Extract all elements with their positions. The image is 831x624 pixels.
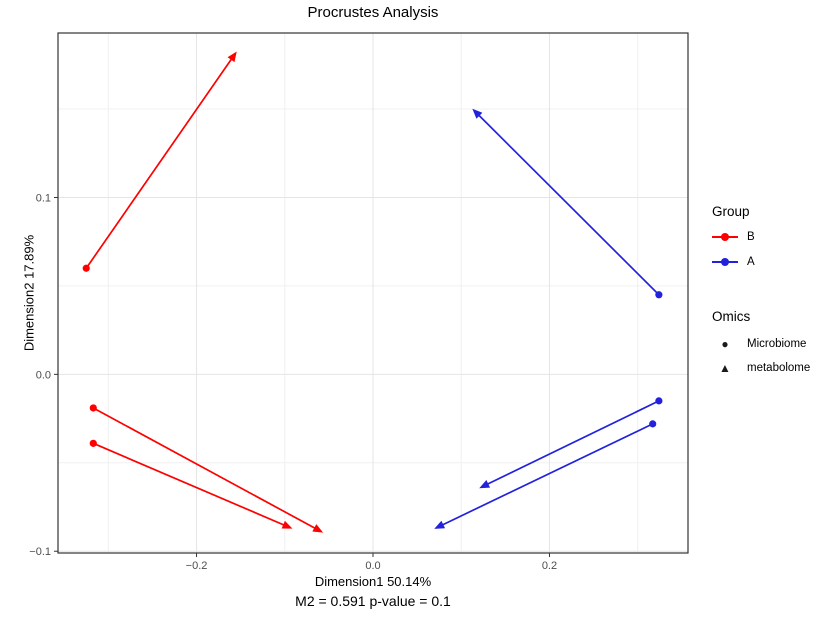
procrustes-segment — [483, 400, 660, 487]
metabolome-triangle-icon: ▲ — [712, 361, 738, 375]
metabolome-arrowhead — [472, 108, 483, 119]
legend-item-group-b: B — [712, 229, 755, 245]
legend-label-b: B — [747, 231, 755, 243]
x-axis-title: Dimension1 50.14% — [314, 574, 432, 589]
metabolome-arrowhead — [312, 524, 324, 533]
y-tick-label: −0.1 — [29, 546, 51, 558]
legend-item-microbiome: ● Microbiome — [712, 336, 806, 352]
microbiome-circle-icon: ● — [712, 337, 738, 351]
procrustes-segment — [475, 111, 660, 296]
x-tick-label: −0.2 — [186, 560, 208, 572]
legend-label-microbiome: Microbiome — [747, 338, 807, 350]
microbiome-point — [649, 420, 657, 428]
group-a-key-icon — [712, 255, 738, 269]
procrustes-segment — [92, 407, 319, 531]
metabolome-arrowhead — [434, 520, 446, 529]
microbiome-point — [89, 439, 97, 447]
legend-omics-title: Omics — [712, 309, 751, 324]
microbiome-point — [82, 264, 90, 272]
microbiome-point — [89, 404, 97, 412]
procrustes-segment — [85, 55, 235, 269]
triangle-icon: ▲ — [719, 361, 731, 375]
circle-icon: ● — [721, 337, 729, 351]
stats-caption: M2 = 0.591 p-value = 0.1 — [295, 593, 451, 609]
y-tick-label: 0.0 — [36, 369, 51, 381]
procrustes-segment — [92, 442, 288, 528]
legend-group-title: Group — [712, 204, 750, 219]
metabolome-arrowhead — [281, 520, 293, 529]
chart-title: Procrustes Analysis — [307, 4, 439, 21]
procrustes-segment — [438, 423, 654, 528]
legend-label-a: A — [747, 256, 755, 268]
x-tick-label: 0.2 — [542, 560, 557, 572]
metabolome-arrowhead — [479, 480, 491, 489]
legend-label-metabolome: metabolome — [747, 362, 811, 374]
legend-item-group-a: A — [712, 254, 755, 270]
microbiome-point — [655, 291, 663, 299]
legend-item-metabolome: ▲ metabolome — [712, 360, 810, 376]
group-b-dot-icon — [721, 233, 729, 241]
group-a-dot-icon — [721, 258, 729, 266]
y-axis-title: Dimension2 17.89% — [21, 234, 37, 352]
group-b-key-icon — [712, 230, 738, 244]
x-tick-label: 0.0 — [365, 560, 380, 572]
y-tick-label: 0.1 — [36, 192, 51, 204]
metabolome-arrowhead — [227, 51, 237, 63]
microbiome-point — [655, 397, 663, 405]
